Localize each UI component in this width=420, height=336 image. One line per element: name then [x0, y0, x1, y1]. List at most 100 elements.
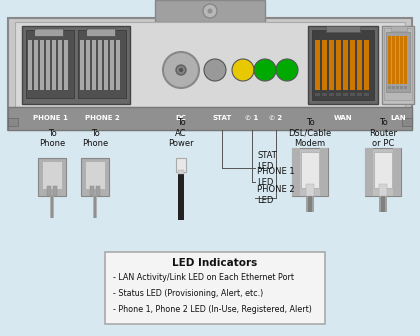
Bar: [404, 86, 407, 89]
Bar: [357, 93, 362, 96]
Bar: [34, 40, 38, 90]
Bar: [86, 40, 90, 90]
Bar: [116, 40, 120, 90]
Bar: [306, 196, 314, 212]
Bar: [51, 196, 53, 218]
Bar: [393, 148, 401, 196]
Bar: [87, 30, 115, 36]
Bar: [379, 184, 387, 196]
Bar: [312, 30, 374, 100]
Text: To
Phone: To Phone: [82, 129, 108, 148]
Bar: [391, 26, 407, 31]
Bar: [336, 40, 341, 90]
Bar: [42, 161, 62, 189]
Bar: [379, 196, 387, 212]
Bar: [382, 26, 414, 104]
Text: To
AC
Power: To AC Power: [168, 118, 194, 148]
Bar: [396, 36, 399, 84]
Text: To
Phone: To Phone: [39, 129, 65, 148]
Circle shape: [207, 8, 213, 13]
Text: To
Router
or PC: To Router or PC: [369, 118, 397, 148]
Bar: [81, 158, 109, 196]
Bar: [322, 93, 327, 96]
Bar: [47, 186, 51, 196]
Bar: [96, 186, 100, 196]
Bar: [8, 18, 412, 130]
Bar: [350, 93, 355, 96]
Bar: [87, 28, 115, 36]
Bar: [46, 40, 50, 90]
Bar: [104, 40, 108, 90]
Text: DC: DC: [176, 116, 186, 122]
Bar: [386, 32, 410, 92]
Bar: [320, 148, 328, 196]
Bar: [93, 196, 97, 218]
Bar: [343, 93, 348, 96]
Bar: [388, 86, 391, 89]
Bar: [58, 40, 62, 90]
Bar: [388, 36, 391, 84]
Bar: [396, 86, 399, 89]
Bar: [90, 186, 94, 196]
Bar: [306, 184, 314, 196]
Bar: [308, 26, 378, 104]
Bar: [392, 36, 395, 84]
Bar: [357, 40, 362, 90]
Bar: [80, 40, 84, 90]
Bar: [292, 148, 328, 196]
Text: - Phone 1, Phone 2 LED (In-Use, Registered, Alert): - Phone 1, Phone 2 LED (In-Use, Register…: [113, 305, 312, 314]
Text: To
DSL/Cable
Modem: To DSL/Cable Modem: [289, 118, 332, 148]
Bar: [292, 148, 300, 196]
Bar: [38, 158, 66, 196]
Bar: [336, 93, 341, 96]
Bar: [404, 36, 407, 84]
Bar: [52, 40, 56, 90]
Bar: [64, 40, 68, 90]
Bar: [329, 93, 334, 96]
Bar: [8, 118, 18, 126]
Circle shape: [203, 4, 217, 18]
Circle shape: [176, 65, 186, 75]
Bar: [85, 161, 105, 189]
Bar: [400, 86, 403, 89]
Bar: [105, 252, 325, 324]
Bar: [315, 93, 320, 96]
Text: ✆ 1: ✆ 1: [245, 116, 259, 122]
Bar: [365, 148, 373, 196]
Bar: [35, 30, 63, 36]
Bar: [384, 28, 412, 100]
Bar: [110, 40, 114, 90]
Bar: [50, 196, 54, 218]
Bar: [301, 152, 319, 188]
Bar: [400, 36, 403, 84]
Text: LED Indicators: LED Indicators: [172, 258, 257, 268]
Bar: [15, 22, 405, 107]
Bar: [40, 40, 44, 90]
Bar: [22, 26, 130, 104]
Bar: [343, 40, 348, 90]
Bar: [78, 30, 126, 98]
Text: PHONE 2: PHONE 2: [84, 116, 119, 122]
Circle shape: [163, 52, 199, 88]
Bar: [402, 118, 412, 126]
Text: PHONE 1
LED: PHONE 1 LED: [257, 167, 294, 187]
Bar: [329, 40, 334, 90]
Bar: [381, 196, 385, 212]
Bar: [315, 40, 320, 90]
Bar: [92, 40, 96, 90]
Text: - Status LED (Provisioning, Alert, etc.): - Status LED (Provisioning, Alert, etc.): [113, 290, 263, 298]
Bar: [374, 152, 392, 188]
Bar: [178, 174, 184, 220]
Bar: [8, 107, 412, 130]
Bar: [364, 93, 369, 96]
Bar: [322, 40, 327, 90]
Bar: [178, 170, 184, 174]
Bar: [326, 26, 360, 32]
Text: PHONE 2
LED: PHONE 2 LED: [257, 185, 294, 205]
Circle shape: [204, 59, 226, 81]
Bar: [98, 40, 102, 90]
Text: STAT: STAT: [213, 116, 232, 122]
Bar: [53, 186, 57, 196]
Circle shape: [232, 59, 254, 81]
Bar: [364, 40, 369, 90]
